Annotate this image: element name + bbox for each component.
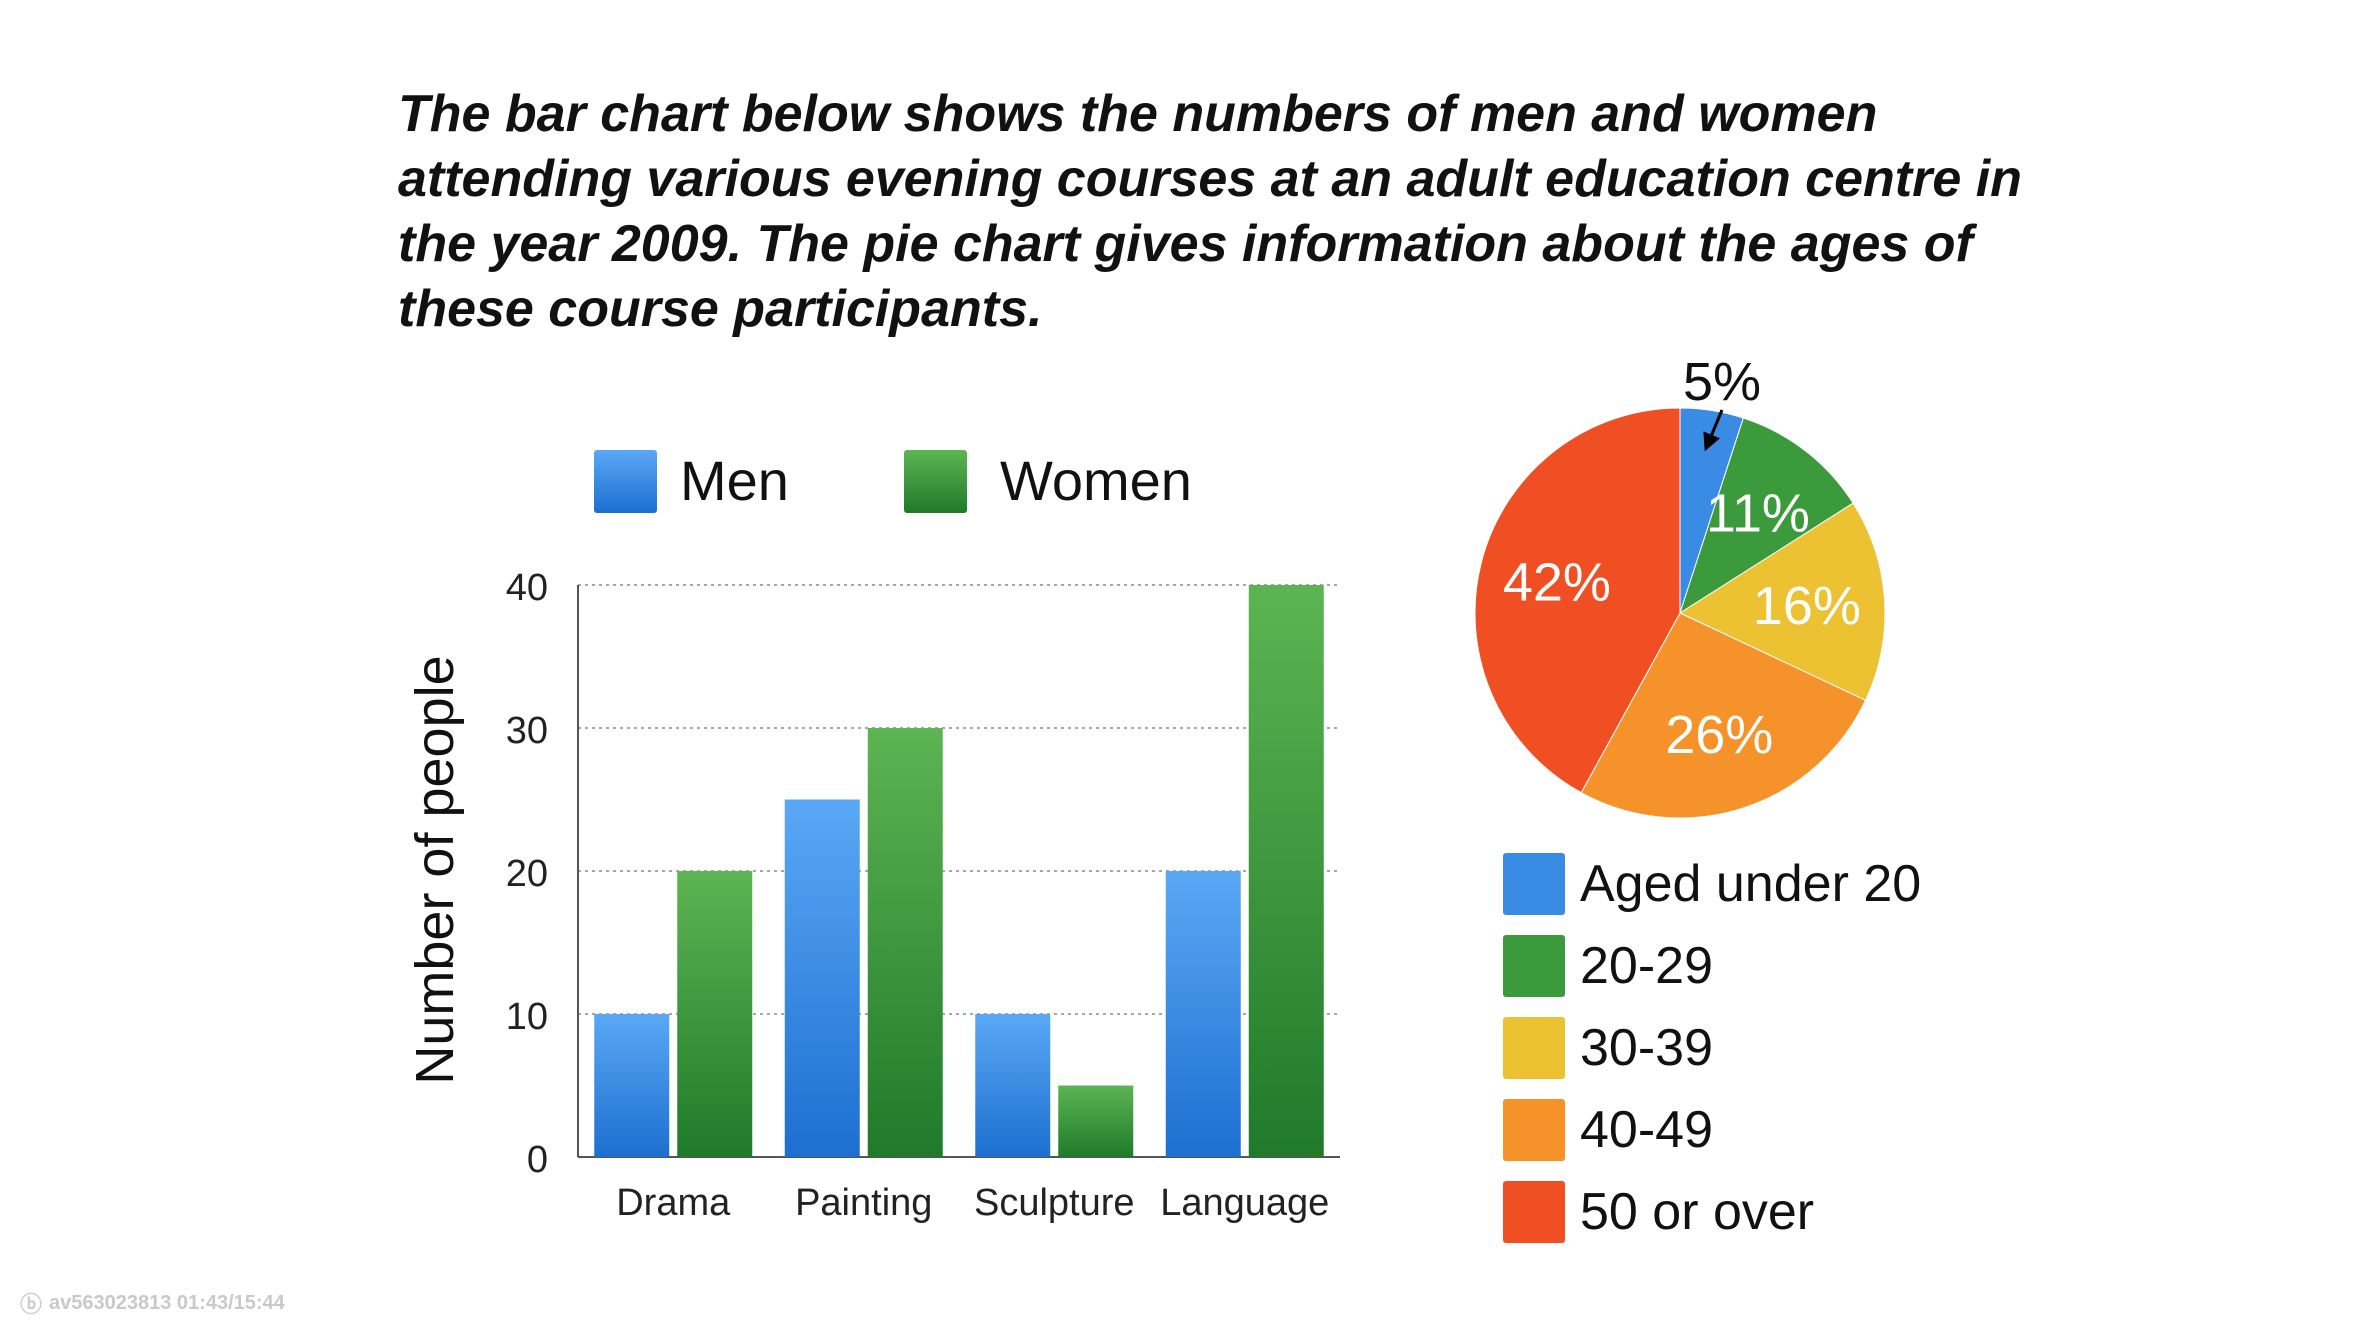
pie-legend-swatch-aged-under-20 bbox=[1503, 853, 1565, 915]
pie-label-50-or-over: 42% bbox=[1503, 552, 1611, 612]
y-tick-0: 0 bbox=[527, 1139, 548, 1181]
bar-women-painting bbox=[867, 728, 943, 1157]
y-tick-20: 20 bbox=[506, 853, 548, 895]
y-tick-30: 30 bbox=[506, 710, 548, 752]
y-tick-40: 40 bbox=[506, 567, 548, 609]
pie-legend-swatch-20-29 bbox=[1503, 935, 1565, 997]
pie-legend-label-aged-under-20: Aged under 20 bbox=[1580, 855, 1921, 913]
bar-women-drama bbox=[677, 871, 753, 1157]
pie-legend-label-20-29: 20-29 bbox=[1580, 937, 1713, 995]
x-tick-painting: Painting bbox=[795, 1182, 932, 1224]
legend-swatch-women bbox=[904, 450, 967, 513]
x-tick-drama: Drama bbox=[616, 1182, 731, 1224]
pie-slice-20-29 bbox=[1679, 417, 1854, 615]
pie-label-20-29: 11% bbox=[1706, 484, 1810, 544]
pie-legend-label-50-or-over: 50 or over bbox=[1580, 1183, 1814, 1241]
pie-label-30-39: 16% bbox=[1753, 576, 1861, 636]
bar-men-painting bbox=[784, 799, 860, 1157]
pie-legend-label-30-39: 30-39 bbox=[1580, 1019, 1713, 1077]
legend-label-women: Women bbox=[1000, 449, 1192, 512]
intro-text: The bar chart below shows the numbers of… bbox=[398, 85, 2022, 338]
pie-legend-swatch-30-39 bbox=[1503, 1017, 1565, 1079]
x-tick-language: Language bbox=[1160, 1182, 1329, 1224]
pie-chart: 5% 11% 16% 26% 42% Aged under 20 20-29 30-39 40… bbox=[1474, 352, 1921, 1243]
bar-legend: Men Women bbox=[594, 449, 1192, 513]
pie-slice-30-39 bbox=[1678, 502, 1886, 701]
pie-label-aged-under-20: 5% bbox=[1683, 352, 1761, 412]
bar-men-language bbox=[1165, 871, 1241, 1157]
pie-legend-swatch-40-49 bbox=[1503, 1099, 1565, 1161]
bar-men-sculpture bbox=[975, 1014, 1051, 1157]
legend-label-men: Men bbox=[680, 449, 789, 512]
x-tick-sculpture: Sculpture bbox=[974, 1182, 1135, 1224]
video-watermark: ⓑ av563023813 01:43/15:44 bbox=[20, 1291, 285, 1318]
pie-legend-swatch-50-or-over bbox=[1503, 1181, 1565, 1243]
pie-label-40-49: 26% bbox=[1665, 705, 1773, 765]
pie-slices bbox=[1474, 407, 1886, 819]
watermark-text: av563023813 01:43/15:44 bbox=[49, 1291, 285, 1314]
pie-label-arrow bbox=[1703, 409, 1724, 452]
pie-legend-label-40-49: 40-49 bbox=[1580, 1101, 1713, 1159]
bar-women-sculpture bbox=[1058, 1085, 1134, 1157]
bar-tick-labels: 0 10 20 30 40 Drama Painting Sculpture Language bbox=[506, 567, 1330, 1224]
y-axis-label: Number of people bbox=[405, 655, 465, 1084]
legend-swatch-men bbox=[594, 450, 657, 513]
bar-men-drama bbox=[594, 1014, 670, 1157]
y-tick-10: 10 bbox=[506, 996, 548, 1038]
bar-series bbox=[594, 585, 1324, 1157]
bar-women-language bbox=[1248, 585, 1324, 1157]
pie-slice-50-or-over bbox=[1474, 407, 1681, 794]
pie-slice-labels: 5% 11% 16% 26% 42% bbox=[1503, 352, 1861, 765]
bilibili-logo-icon: ⓑ bbox=[20, 1292, 42, 1317]
pie-legend: Aged under 20 20-29 30-39 40-49 50 or over bbox=[1503, 853, 1921, 1243]
